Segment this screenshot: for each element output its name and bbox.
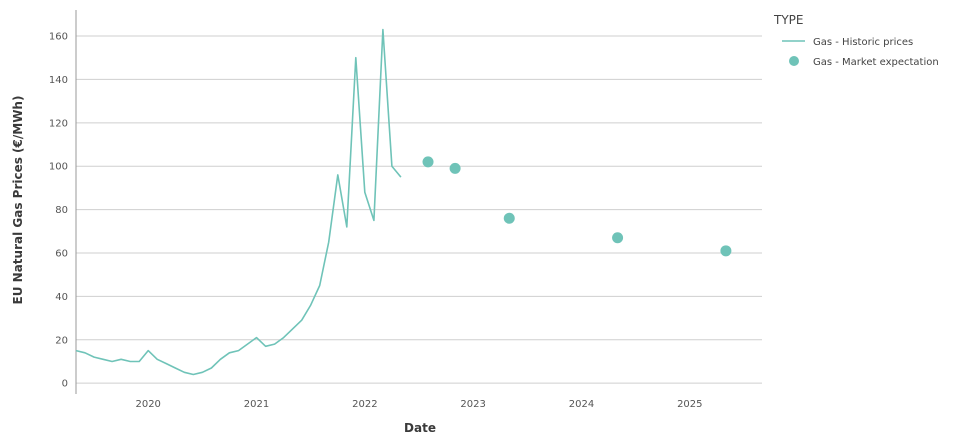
y-axis-title: EU Natural Gas Prices (€/MWh) [11,96,25,305]
x-axis-title: Date [404,421,436,435]
x-axis-ticks: 2020 2021 2022 2023 2024 2025 [135,399,702,410]
y-tick-label: 20 [55,335,68,346]
y-tick-label: 80 [55,205,68,216]
y-axis-ticks: 0 20 40 60 80 100 120 140 160 [49,32,68,390]
legend-circle-swatch [789,56,799,66]
y-tick-label: 0 [62,379,68,390]
legend-title: TYPE [773,13,803,27]
scatter-point-market-expectation [422,156,434,168]
x-tick-label: 2024 [569,399,594,410]
legend: TYPE Gas - Historic prices Gas - Market … [773,13,939,68]
legend-item-expectation: Gas - Market expectation [813,57,939,68]
series-line-historic-prices [75,28,402,376]
legend-item-historic: Gas - Historic prices [813,37,913,48]
x-tick-label: 2021 [244,399,269,410]
x-tick-label: 2020 [135,399,160,410]
scatter-point-market-expectation [612,232,624,244]
y-tick-label: 120 [49,118,68,129]
y-tick-label: 140 [49,75,68,86]
x-tick-label: 2023 [460,399,485,410]
grid-lines [75,10,762,394]
series-layer [75,28,732,376]
x-tick-label: 2025 [677,399,702,410]
scatter-point-market-expectation [449,162,461,174]
scatter-point-market-expectation [503,212,515,224]
y-tick-label: 100 [49,162,68,173]
y-tick-label: 60 [55,248,68,259]
scatter-point-market-expectation [720,245,732,257]
y-tick-label: 40 [55,292,68,303]
x-tick-label: 2022 [352,399,377,410]
y-tick-label: 160 [49,32,68,43]
